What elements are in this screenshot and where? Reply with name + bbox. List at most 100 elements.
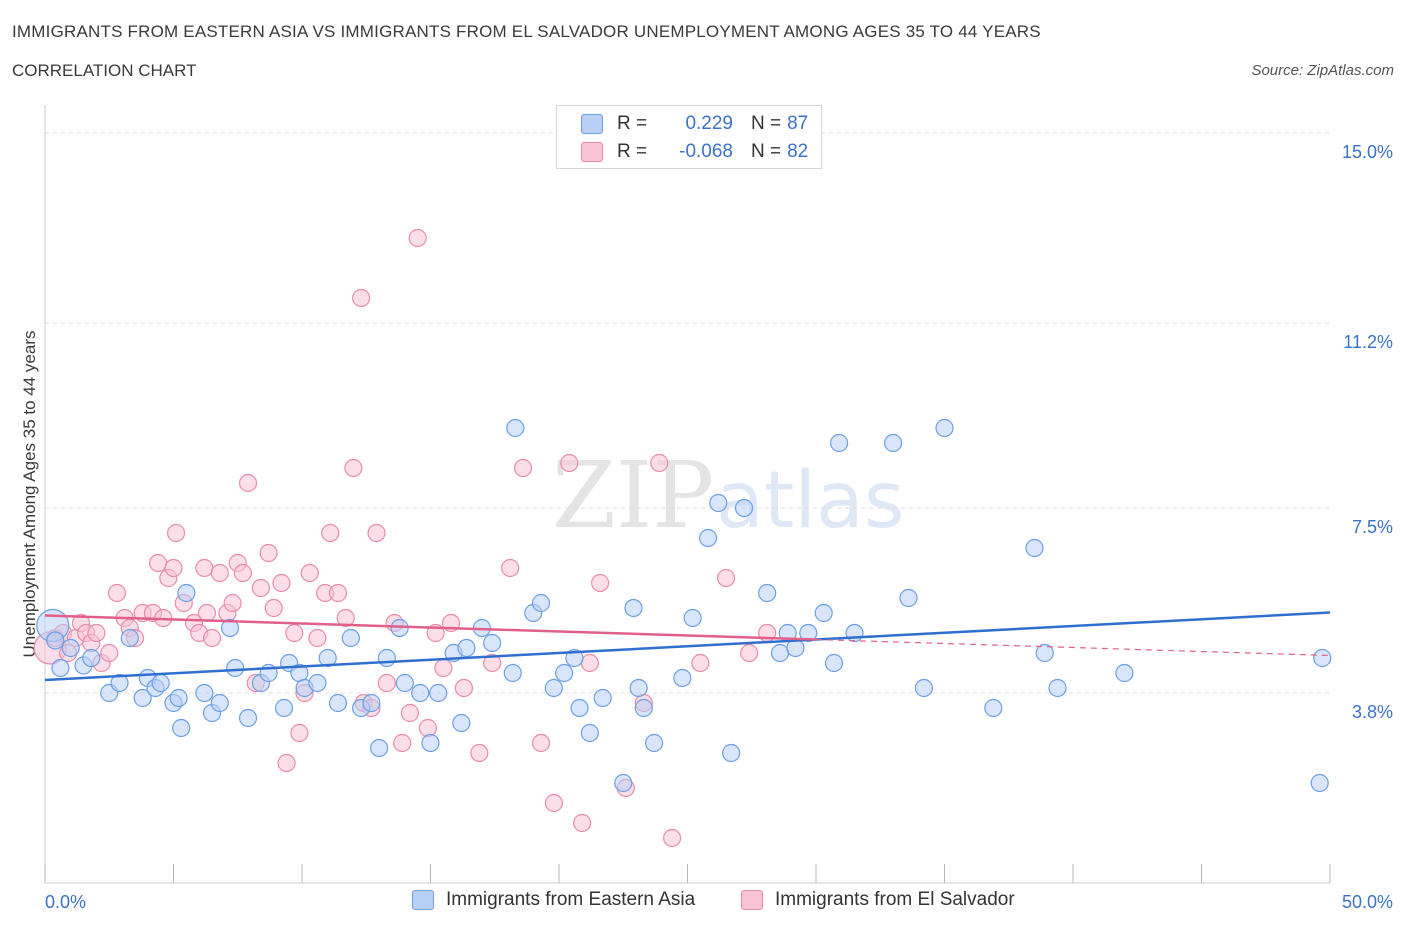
el-salvador-point	[202, 628, 222, 648]
el-salvador-point	[393, 733, 412, 753]
el-salvador-point	[197, 603, 217, 623]
source-label: Source: ZipAtlas.com	[1251, 62, 1394, 79]
el-salvador-trend-extension	[815, 638, 1331, 657]
el-salvador-point	[531, 733, 551, 753]
legend-row-eastern-asia: R = 0.229 N = 87	[581, 111, 808, 137]
eastern-asia-point	[734, 498, 754, 518]
legend-n-value: 87	[787, 113, 809, 134]
eastern-asia-point	[195, 683, 214, 703]
eastern-asia-point	[914, 678, 934, 698]
eastern-asia-point	[318, 648, 337, 668]
eastern-asia-point	[421, 733, 440, 753]
eastern-asia-point	[799, 623, 818, 643]
eastern-asia-point	[370, 738, 389, 758]
eastern-asia-point	[1025, 538, 1044, 558]
eastern-asia-trend-line	[44, 611, 1331, 682]
eastern-asia-point	[570, 698, 589, 718]
eastern-asia-point	[308, 673, 327, 693]
el-salvador-point	[233, 563, 252, 583]
eastern-asia-point	[1048, 678, 1067, 698]
chart-subtitle: CORRELATION CHART	[12, 61, 197, 80]
el-salvador-point	[513, 458, 533, 478]
eastern-asia-point	[274, 698, 294, 718]
eastern-asia-point	[624, 598, 643, 618]
eastern-asia-point	[673, 668, 692, 688]
eastern-asia-point	[452, 713, 471, 733]
el-salvador-point	[300, 563, 319, 583]
el-salvador-point	[107, 583, 127, 603]
eastern-asia-point	[709, 493, 728, 513]
el-salvador-point	[238, 473, 258, 493]
eastern-asia-point	[883, 433, 903, 453]
eastern-asia-point	[226, 658, 245, 678]
el-salvador-point	[251, 578, 270, 598]
watermark-zip: ZIP	[552, 442, 714, 549]
series-swatch-pink	[741, 890, 763, 910]
el-salvador-point	[290, 723, 309, 743]
correlation-legend: R = 0.229 N = 87 R = -0.068 N = 82	[556, 105, 822, 169]
eastern-asia-point	[328, 693, 348, 713]
el-salvador-point	[87, 623, 106, 643]
eastern-asia-point	[722, 743, 741, 763]
axes	[44, 105, 1331, 884]
x-tick-label-max: 50.0%	[1342, 892, 1393, 912]
eastern-asia-point	[1035, 643, 1054, 663]
eastern-asia-point	[483, 633, 502, 653]
legend-n-label: N =	[751, 113, 782, 134]
eastern-asia-point	[814, 603, 833, 623]
el-salvador-trend-line	[44, 614, 817, 641]
el-salvador-point	[166, 523, 186, 543]
legend-r-value: 0.229	[685, 113, 733, 134]
eastern-asia-point	[580, 723, 599, 743]
eastern-asia-point	[593, 688, 612, 708]
legend-r-label: R =	[617, 141, 648, 162]
eastern-asia-point	[341, 628, 360, 648]
eastern-asia-point	[120, 628, 139, 648]
eastern-asia-point	[770, 643, 790, 663]
el-salvador-point	[367, 523, 386, 543]
el-salvador-point	[483, 653, 502, 673]
el-salvador-point	[434, 658, 453, 678]
eastern-asia-point	[544, 678, 563, 698]
eastern-asia-point	[210, 693, 229, 713]
legend-row-el-salvador: R = -0.068 N = 82	[581, 139, 808, 165]
el-salvador-point	[470, 743, 489, 763]
eastern-asia-point	[698, 528, 718, 548]
eastern-asia-point	[629, 678, 648, 698]
eastern-asia-point	[830, 433, 849, 453]
eastern-asia-point	[82, 648, 101, 668]
el-salvador-point	[591, 573, 610, 593]
el-salvador-point	[352, 288, 371, 308]
el-salvador-point	[344, 458, 363, 478]
el-salvador-point	[336, 608, 355, 628]
legend-r-value: -0.068	[679, 141, 733, 162]
el-salvador-point	[264, 598, 283, 618]
eastern-asia-point	[1115, 663, 1134, 683]
el-salvador-point	[148, 553, 168, 573]
el-salvador-point	[210, 563, 229, 583]
eastern-asia-point	[531, 593, 551, 613]
el-salvador-point	[328, 583, 348, 603]
eastern-asia-point	[634, 698, 653, 718]
legend-r-label: R =	[617, 113, 648, 134]
eastern-asia-point	[220, 618, 240, 638]
chart-title: IMMIGRANTS FROM EASTERN ASIA VS IMMIGRAN…	[12, 22, 1041, 41]
el-salvador-point	[408, 228, 427, 248]
legend-swatch-pink	[581, 142, 603, 162]
eastern-asia-point	[565, 648, 584, 668]
el-salvador-point	[716, 568, 736, 588]
el-salvador-point	[164, 558, 183, 578]
eastern-asia-point	[133, 688, 152, 708]
el-salvador-point	[691, 653, 710, 673]
eastern-asia-point	[984, 698, 1003, 718]
el-salvador-point	[259, 543, 278, 563]
y-tick-label: 3.8%	[1352, 702, 1393, 722]
eastern-asia-point	[429, 683, 448, 703]
series-label-el-salvador: Immigrants from El Salvador	[775, 889, 1015, 910]
eastern-asia-point	[899, 588, 918, 608]
el-salvador-point	[580, 653, 599, 673]
el-salvador-point	[560, 453, 579, 473]
el-salvador-point	[650, 453, 669, 473]
watermark: ZIP atlas	[552, 442, 905, 549]
eastern-asia-point	[61, 638, 80, 658]
